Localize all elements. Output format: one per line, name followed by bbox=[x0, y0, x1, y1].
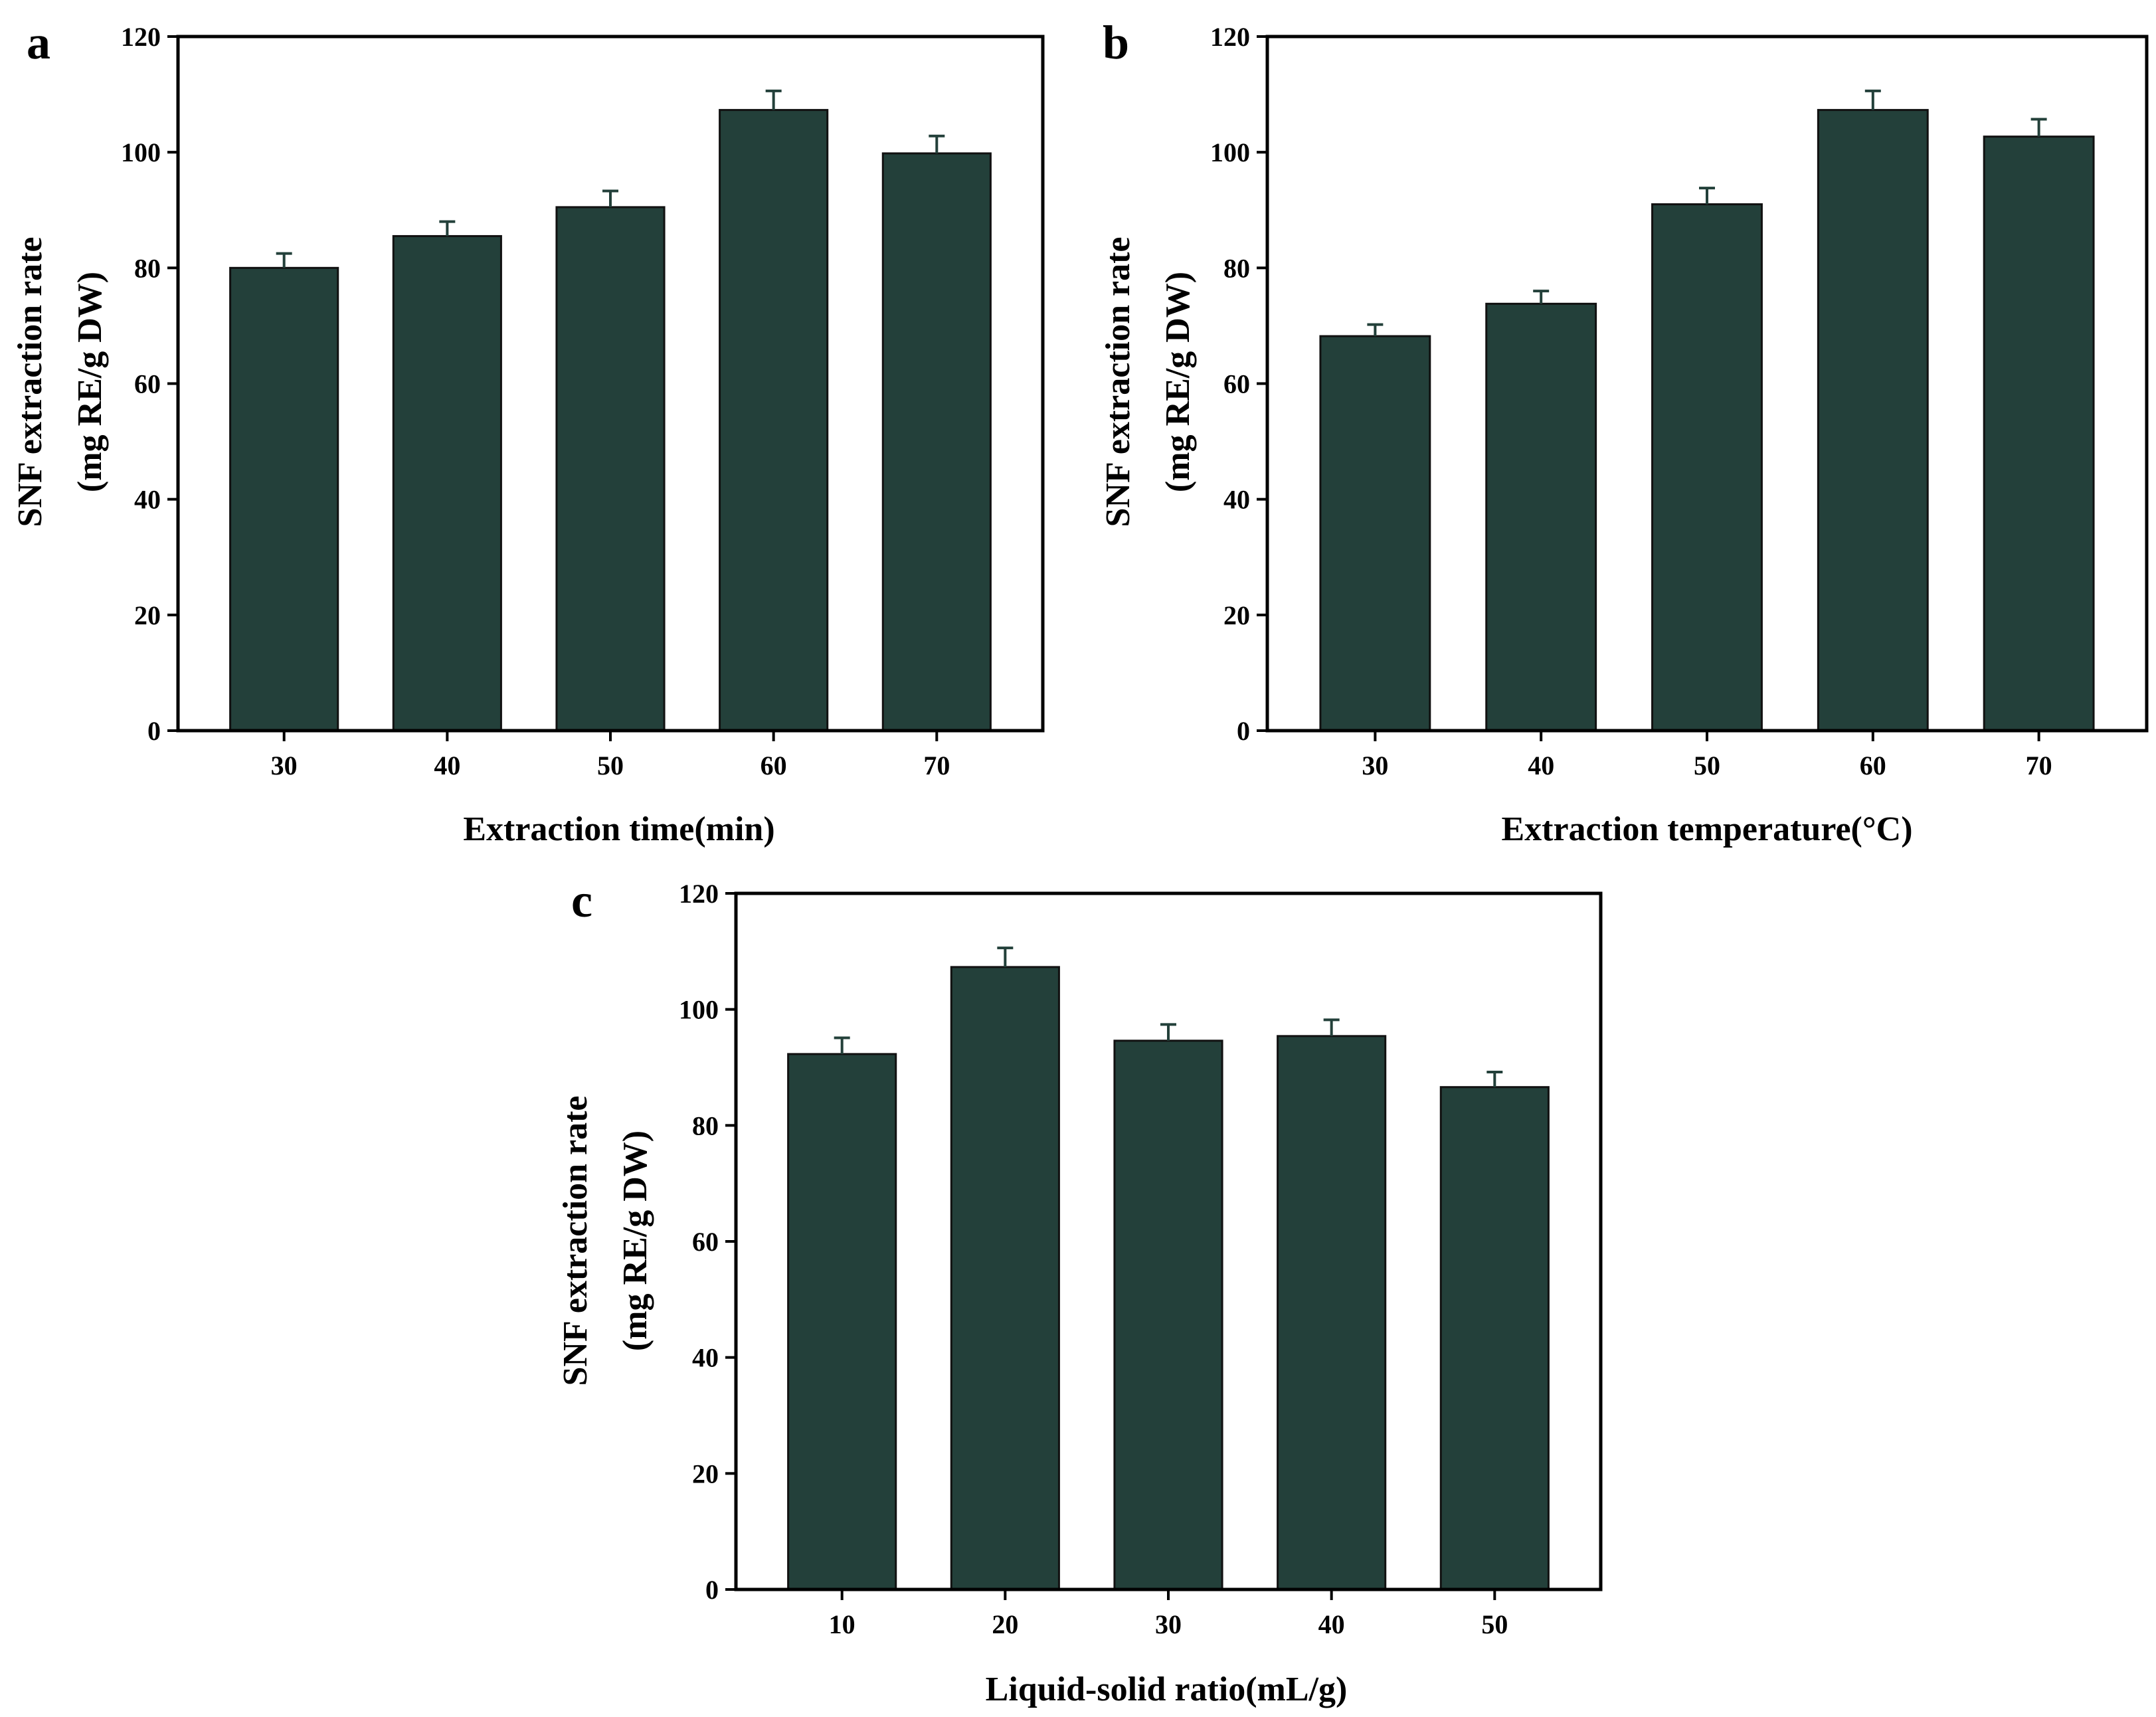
y-axis-title-line1: SNF extraction rate bbox=[1099, 236, 1137, 527]
y-axis-title-line2: (mg RE/g DW) bbox=[1159, 272, 1197, 492]
x-tick-label: 70 bbox=[923, 751, 950, 780]
y-tick-label: 60 bbox=[1223, 369, 1250, 399]
bar bbox=[1439, 1086, 1550, 1591]
plot-area: 10 20 30 40 50 0 20 40 60 80 100 120 bbox=[679, 879, 1603, 1639]
x-tick-label: 60 bbox=[761, 751, 787, 780]
x-tick-label: 20 bbox=[992, 1609, 1018, 1639]
y-axis-title-line1: SNF extraction rate bbox=[557, 1095, 594, 1386]
x-tick-label: 50 bbox=[1694, 751, 1720, 780]
x-tick-label: 40 bbox=[1318, 1609, 1345, 1639]
bar bbox=[719, 109, 829, 732]
x-tick-label: 30 bbox=[1362, 751, 1388, 780]
bar bbox=[555, 206, 666, 732]
y-tick-label: 100 bbox=[1210, 137, 1250, 167]
x-axis-title: Extraction temperature(°C) bbox=[1501, 810, 1912, 848]
x-tick-label: 40 bbox=[434, 751, 460, 780]
y-tick-label: 100 bbox=[121, 137, 161, 167]
y-tick-label: 120 bbox=[1210, 22, 1250, 52]
x-axis-title: Liquid-solid ratio(mL/g) bbox=[986, 1671, 1348, 1708]
panel-label: c bbox=[571, 874, 592, 927]
x-tick-label: 30 bbox=[271, 751, 298, 780]
plot-area: 30 40 50 60 70 0 20 40 60 80 100 120 bbox=[1210, 22, 2149, 780]
y-tick-label: 80 bbox=[692, 1111, 719, 1140]
y-tick-label: 40 bbox=[692, 1343, 719, 1373]
y-tick-label: 0 bbox=[705, 1575, 719, 1605]
bar bbox=[229, 266, 339, 732]
y-tick-label: 20 bbox=[1223, 600, 1250, 630]
bar bbox=[1651, 203, 1763, 732]
bar bbox=[787, 1053, 897, 1591]
plot-area: 30 40 50 60 70 0 20 40 60 80 100 120 bbox=[121, 22, 1045, 780]
y-tick-label: 20 bbox=[134, 600, 161, 630]
panel-label: a bbox=[27, 16, 50, 69]
y-tick-label: 120 bbox=[679, 879, 719, 909]
x-tick-label: 50 bbox=[597, 751, 624, 780]
y-tick-label: 60 bbox=[134, 369, 161, 399]
x-tick-label: 30 bbox=[1155, 1609, 1182, 1639]
y-tick-label: 40 bbox=[1223, 485, 1250, 515]
bar bbox=[1983, 136, 2095, 732]
y-tick-label: 0 bbox=[147, 716, 161, 746]
plot-frame bbox=[176, 35, 1045, 733]
bar bbox=[950, 966, 1060, 1591]
x-tick-label: 40 bbox=[1528, 751, 1554, 780]
y-tick-label: 40 bbox=[134, 485, 161, 515]
plot-frame bbox=[734, 891, 1603, 1591]
y-tick-label: 80 bbox=[134, 253, 161, 283]
y-tick-label: 100 bbox=[679, 995, 719, 1025]
y-axis-title-line2: (mg RE/g DW) bbox=[616, 1130, 654, 1351]
x-tick-label: 60 bbox=[1860, 751, 1886, 780]
y-axis-title-line2: (mg RE/g DW) bbox=[71, 272, 109, 492]
bar bbox=[1485, 302, 1597, 732]
y-tick-label: 60 bbox=[692, 1227, 719, 1257]
x-tick-label: 50 bbox=[1481, 1609, 1508, 1639]
bar bbox=[1817, 109, 1929, 732]
y-tick-label: 120 bbox=[121, 22, 161, 52]
x-tick-label: 10 bbox=[829, 1609, 855, 1639]
plot-frame bbox=[1265, 35, 2149, 733]
y-tick-label: 80 bbox=[1223, 253, 1250, 283]
y-tick-label: 20 bbox=[692, 1459, 719, 1489]
chart-panel-c: c 10 20 30 40 50 0 20 40 60 80 100 120 Liquid-solid… bbox=[557, 874, 1603, 1708]
bar bbox=[1319, 335, 1431, 732]
chart-panel-a: a 30 40 50 60 70 0 20 40 60 80 100 120 Extraction t… bbox=[11, 16, 1045, 848]
bar bbox=[1113, 1039, 1223, 1591]
y-axis-title-line1: SNF extraction rate bbox=[11, 236, 49, 527]
bar bbox=[881, 152, 992, 732]
x-axis-title: Extraction time(min) bbox=[463, 810, 774, 848]
x-tick-label: 70 bbox=[2026, 751, 2052, 780]
bar bbox=[1277, 1035, 1387, 1591]
panel-label: b bbox=[1103, 16, 1129, 69]
y-tick-label: 0 bbox=[1237, 716, 1250, 746]
chart-panel-b: b 30 40 50 60 70 0 20 40 60 80 100 120 Extraction t… bbox=[1099, 16, 2149, 848]
bar bbox=[392, 234, 502, 732]
